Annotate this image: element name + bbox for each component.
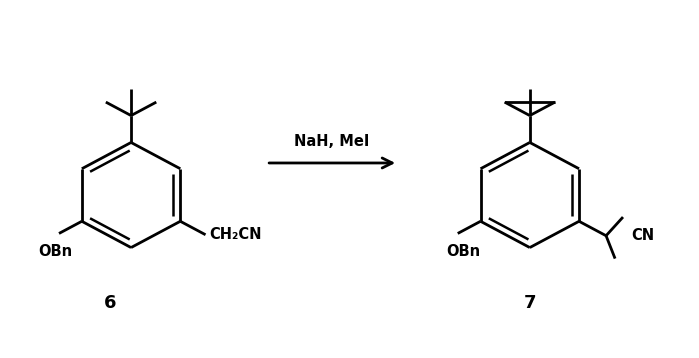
Text: NaH, MeI: NaH, MeI <box>294 134 370 149</box>
Text: 6: 6 <box>104 294 117 312</box>
Text: OBn: OBn <box>446 245 480 259</box>
Text: CN: CN <box>631 228 654 243</box>
Text: CH₂CN: CH₂CN <box>209 227 261 242</box>
Text: 7: 7 <box>524 294 536 312</box>
Text: OBn: OBn <box>38 245 73 259</box>
